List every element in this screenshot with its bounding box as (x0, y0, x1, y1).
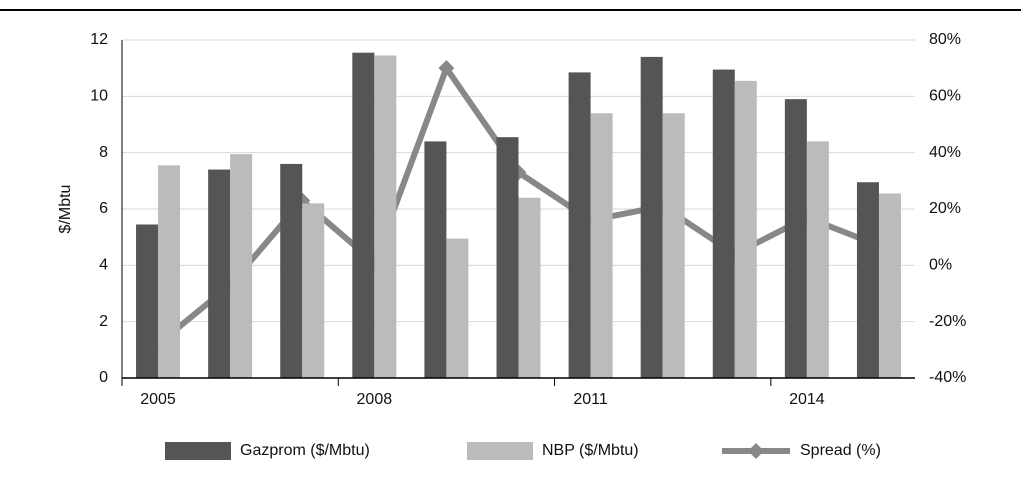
y-tick-label: 8 (99, 144, 108, 161)
legend-marker (748, 443, 764, 459)
bar (784, 99, 807, 379)
bar (640, 56, 663, 379)
bar (280, 163, 303, 378)
bar (302, 203, 325, 378)
bar (446, 238, 469, 378)
y2-tick-label: 0% (929, 257, 952, 274)
bar (878, 193, 901, 378)
legend-swatch (165, 442, 231, 460)
bar (424, 141, 447, 378)
y-tick-label: 4 (99, 257, 108, 274)
bar (518, 197, 541, 378)
x-tick-label: 2005 (140, 391, 176, 408)
bar (496, 137, 519, 378)
y-axis-label: $/Mbtu (57, 185, 74, 234)
bar (136, 224, 159, 378)
bar (568, 72, 591, 379)
y2-tick-label: -20% (929, 313, 966, 330)
bar (806, 141, 829, 378)
bar (712, 69, 735, 378)
bar (374, 55, 397, 378)
y2-tick-label: 60% (929, 88, 961, 105)
y-tick-label: 6 (99, 200, 108, 217)
bar (662, 113, 685, 378)
legend-label: Spread (%) (800, 442, 881, 459)
bar (158, 165, 181, 378)
x-tick-label: 2014 (789, 391, 825, 408)
bar (208, 169, 231, 378)
bar (590, 113, 613, 378)
bar (734, 80, 757, 378)
y-tick-label: 12 (90, 31, 108, 48)
legend-label: Gazprom ($/Mbtu) (240, 442, 370, 459)
y-tick-label: 2 (99, 313, 108, 330)
y2-tick-label: 80% (929, 31, 961, 48)
y-tick-label: 0 (99, 369, 108, 386)
bar (230, 154, 253, 378)
spread-marker (438, 60, 455, 77)
y2-tick-label: 40% (929, 144, 961, 161)
x-tick-label: 2008 (357, 391, 393, 408)
legend-label: NBP ($/Mbtu) (542, 442, 639, 459)
bar (352, 52, 375, 379)
legend-swatch (467, 442, 533, 460)
x-tick-label: 2011 (573, 391, 608, 408)
y2-tick-label: -40% (929, 369, 966, 386)
y-tick-label: 10 (90, 88, 108, 105)
y2-tick-label: 20% (929, 200, 961, 217)
bar (856, 182, 879, 378)
